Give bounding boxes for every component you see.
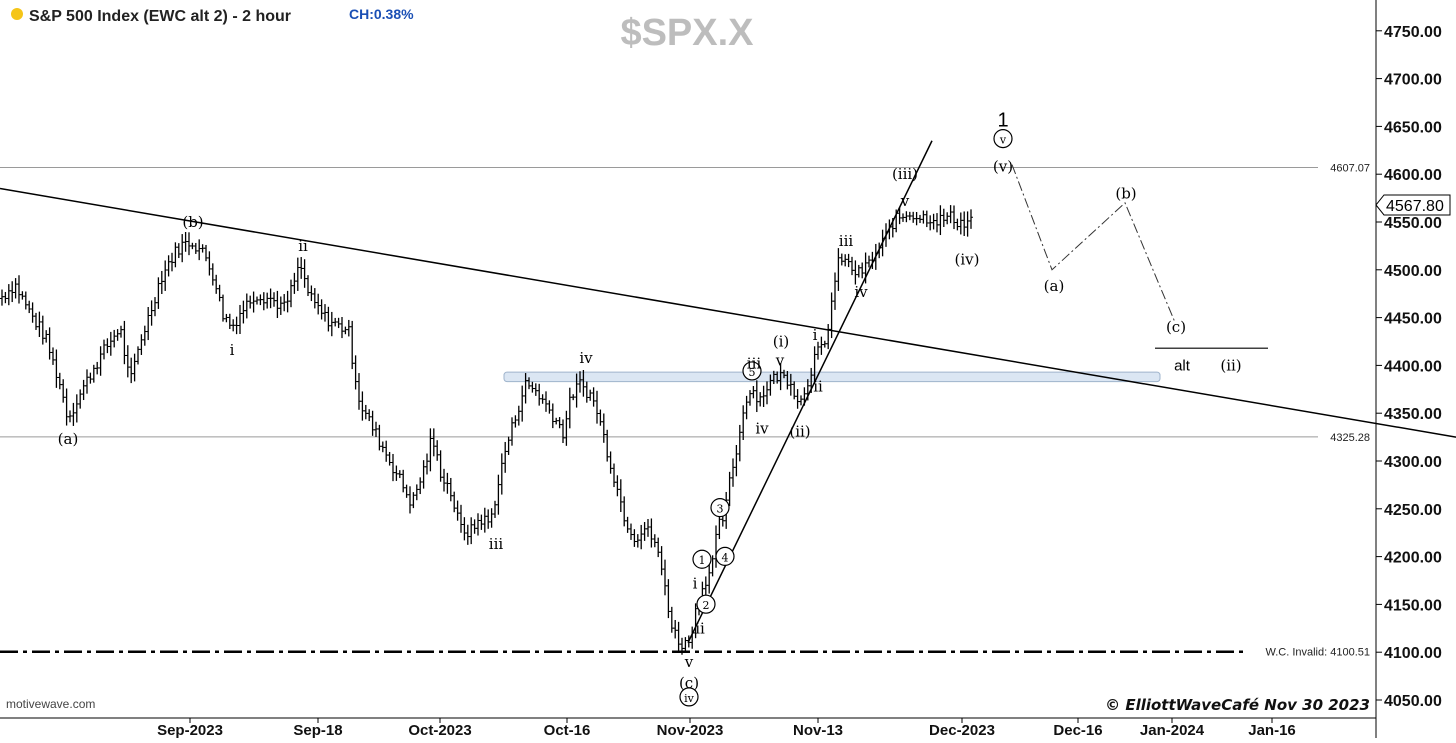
wave-labels: (a)(b)iiiiiiivv(c)iviii12345iiiivv(i)(ii…	[58, 110, 1242, 707]
wave-label: iii	[747, 354, 762, 372]
wave-label: (i)	[773, 333, 790, 351]
wave-label: (iii)	[892, 165, 918, 183]
wave-label: (b)	[182, 213, 203, 231]
copyright-label: © ElliottWaveCafé Nov 30 2023	[1105, 696, 1370, 714]
current-price-box	[1375, 194, 1451, 216]
wave-label-circle	[692, 549, 712, 569]
support-zone	[503, 371, 1161, 383]
wave-label: 1	[699, 554, 706, 567]
x-tick-label: Sep-18	[293, 722, 342, 738]
wave-label-circle	[679, 687, 699, 707]
y-tick-label: 4100.00	[1384, 645, 1442, 662]
y-tick-label: 4350.00	[1384, 406, 1442, 423]
x-tick-label: Oct-2023	[408, 722, 471, 738]
wave-label: iv	[684, 692, 695, 705]
y-tick-label: 4650.00	[1384, 119, 1442, 136]
wave-label: v	[999, 134, 1007, 147]
x-tick-label: Oct-16	[544, 722, 591, 738]
y-tick-label: 4250.00	[1384, 502, 1442, 519]
level-label: 4325.28	[1330, 432, 1370, 444]
x-tick-label: Jan-2024	[1140, 722, 1205, 738]
wave-label: v	[775, 352, 785, 370]
wave-label: ii	[298, 237, 308, 255]
wave-label-circle	[742, 361, 762, 381]
x-tick-label: Jan-16	[1248, 722, 1296, 738]
y-tick-label: 4300.00	[1384, 454, 1442, 471]
wave-label: v	[900, 192, 910, 210]
y-tick-label: 4700.00	[1384, 72, 1442, 89]
wave-label: iv	[579, 349, 593, 367]
y-tick-label: 4750.00	[1384, 24, 1442, 41]
projected-wave-path	[1011, 164, 1176, 323]
x-tick-label: Sep-2023	[157, 722, 223, 738]
wave-label: (a)	[58, 430, 79, 448]
price-bars	[0, 205, 973, 655]
x-tick-label: Dec-16	[1053, 722, 1102, 738]
wave-label: iv	[755, 419, 769, 437]
projection-path	[1011, 164, 1176, 323]
y-tick-label: 4600.00	[1384, 167, 1442, 184]
x-tick-label: Nov-2023	[657, 722, 724, 738]
status-dot-icon	[11, 8, 23, 20]
support-zone-rect	[503, 371, 1161, 383]
wave-label: (ii)	[789, 422, 810, 440]
wave-label: (b)	[1115, 184, 1136, 202]
current-price-label: 4567.80	[1386, 198, 1444, 215]
y-tick-label: 4200.00	[1384, 550, 1442, 567]
current-price-marker: 4567.80	[1375, 194, 1451, 216]
wave-label: v	[684, 653, 694, 671]
source-label: motivewave.com	[6, 697, 95, 711]
trendline-0	[0, 187, 1456, 438]
wave-label: i	[693, 574, 698, 592]
wave-label: (c)	[679, 674, 699, 692]
level-label: W.C. Invalid: 4100.51	[1265, 647, 1370, 659]
y-tick-label: 4550.00	[1384, 215, 1442, 232]
wave-label: iii	[839, 232, 854, 250]
wave-label: (a)	[1044, 277, 1065, 295]
wave-label: alt	[1174, 357, 1191, 374]
y-tick-label: 4400.00	[1384, 358, 1442, 375]
y-axis-ticks: 4750.00 4700.00 4650.00 4600.00 4550.00 4500.…	[1376, 24, 1442, 710]
wave-label: i	[813, 326, 818, 344]
level-labels: 4607.07 4325.28 W.C. Invalid: 4100.51	[1265, 162, 1370, 658]
x-tick-label: Nov-13	[793, 722, 843, 738]
wave-label: 3	[717, 503, 724, 516]
wave-label: (v)	[993, 158, 1013, 176]
wave-label-circle	[696, 594, 716, 614]
wave-label: 4	[722, 551, 729, 564]
wave-label-circle	[710, 498, 730, 518]
wave-label: i	[230, 341, 235, 359]
change-label: CH:0.38%	[349, 6, 414, 22]
wave-label: ii	[813, 377, 823, 395]
wave-label: 5	[749, 366, 756, 379]
wave-label-circle	[993, 129, 1013, 149]
level-label: 4607.07	[1330, 162, 1370, 174]
wave-label: iii	[489, 535, 504, 553]
x-axis-ticks: Sep-2023 Sep-18 Oct-2023 Oct-16 Nov-2023 Nov-…	[157, 718, 1296, 739]
wave-label-circle	[715, 546, 735, 566]
y-tick-label: 4050.00	[1384, 693, 1442, 710]
y-tick-label: 4500.00	[1384, 263, 1442, 280]
x-tick-label: Dec-2023	[929, 722, 995, 738]
wave-label: ii	[695, 619, 705, 637]
wave-label: iv	[854, 283, 868, 301]
chart-title: S&P 500 Index (EWC alt 2) - 2 hour	[29, 8, 291, 25]
wave-label: (iv)	[955, 250, 980, 268]
level-lines	[0, 166, 1318, 653]
wave-label: 1	[997, 110, 1008, 132]
y-tick-label: 4150.00	[1384, 597, 1442, 614]
wave-label: (c)	[1166, 318, 1186, 336]
y-tick-label: 4450.00	[1384, 311, 1442, 328]
wave-label: (ii)	[1220, 356, 1241, 374]
symbol-watermark: $SPX.X	[620, 12, 754, 54]
wave-label: 2	[703, 599, 710, 612]
